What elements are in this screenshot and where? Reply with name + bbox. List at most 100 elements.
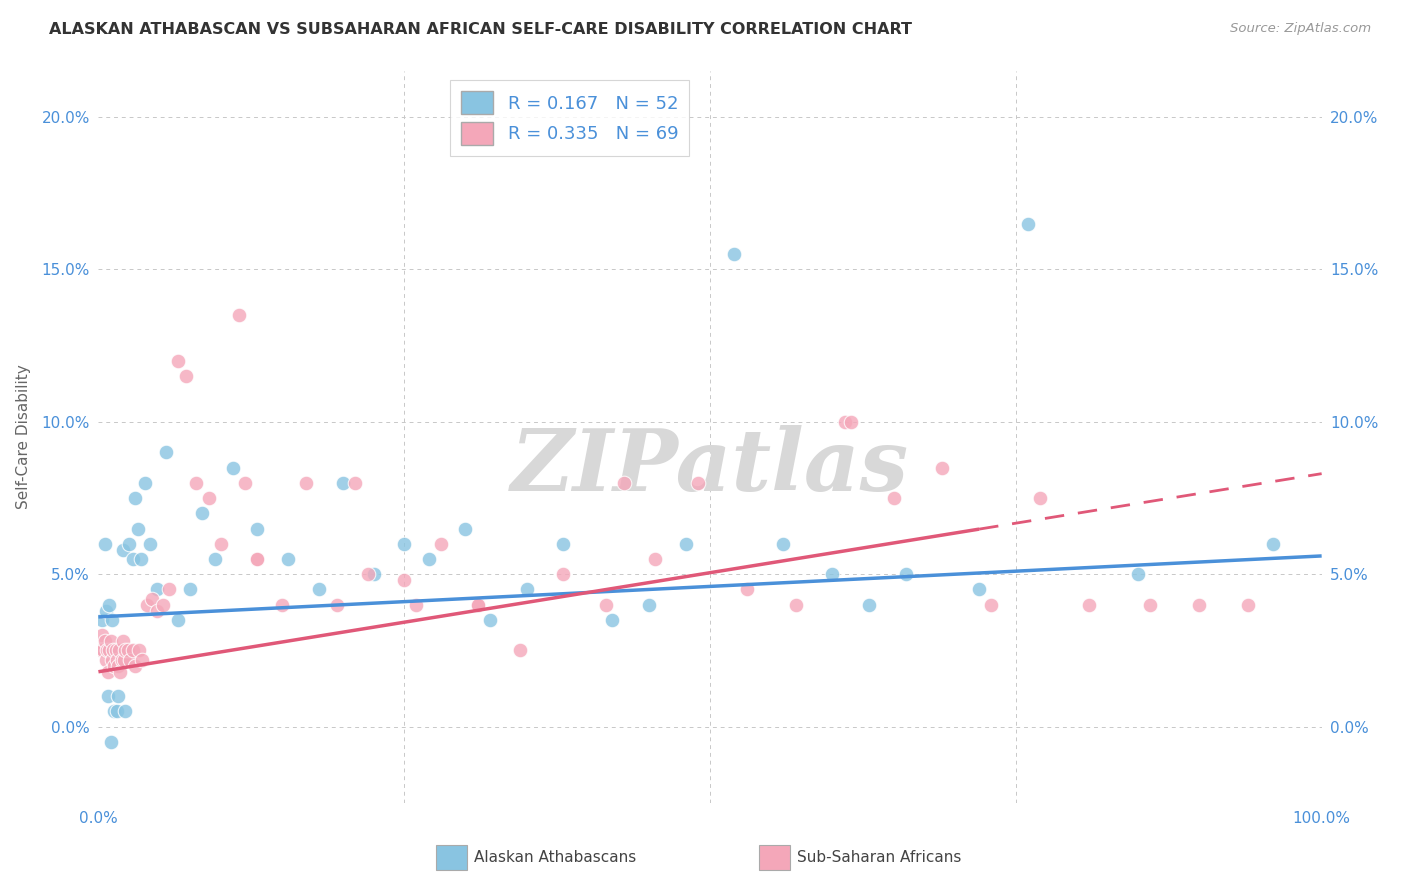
Legend: R = 0.167   N = 52, R = 0.335   N = 69: R = 0.167 N = 52, R = 0.335 N = 69 [450, 80, 689, 156]
Point [101, 643, 124, 657]
Point [509, 643, 531, 657]
Point [454, 521, 477, 535]
Point [246, 521, 269, 535]
Point [553, 537, 575, 551]
Point [1017, 217, 1039, 231]
Point [104, 643, 127, 657]
Point [967, 582, 990, 597]
Point [821, 567, 844, 582]
Point [613, 475, 636, 490]
Point [332, 475, 354, 490]
Point [858, 598, 880, 612]
Point [157, 582, 180, 597]
Point [191, 506, 214, 520]
Point [100, 735, 122, 749]
Point [114, 643, 136, 657]
Point [839, 415, 862, 429]
Point [478, 613, 501, 627]
Point [675, 537, 697, 551]
Point [1078, 598, 1101, 612]
Point [246, 552, 269, 566]
Point [111, 634, 134, 648]
Point [228, 308, 250, 322]
Point [1139, 598, 1161, 612]
Point [392, 537, 416, 551]
Point [146, 604, 169, 618]
Point [155, 445, 177, 459]
Point [107, 658, 129, 673]
Point [97, 665, 120, 679]
Point [772, 537, 794, 551]
Point [167, 613, 190, 627]
Point [644, 552, 666, 566]
Point [98, 643, 121, 657]
Point [186, 475, 208, 490]
Point [129, 552, 152, 566]
Point [108, 643, 131, 657]
Point [405, 598, 427, 612]
Point [128, 643, 150, 657]
Point [418, 552, 440, 566]
Point [101, 613, 124, 627]
Point [1128, 567, 1150, 582]
Point [105, 705, 128, 719]
Point [91, 613, 114, 627]
Point [91, 628, 114, 642]
Point [117, 643, 139, 657]
Point [980, 598, 1002, 612]
Point [1261, 537, 1284, 551]
Point [430, 537, 453, 551]
Point [96, 643, 118, 657]
Point [1029, 491, 1052, 505]
Point [883, 491, 905, 505]
Point [595, 598, 617, 612]
Point [134, 475, 156, 490]
Point [103, 658, 125, 673]
Point [233, 475, 256, 490]
Point [105, 652, 128, 666]
Point [894, 567, 917, 582]
Point [735, 582, 758, 597]
Point [96, 643, 118, 657]
Point [356, 567, 378, 582]
Point [124, 658, 146, 673]
Point [600, 613, 623, 627]
Point [1188, 598, 1211, 612]
Point [110, 665, 132, 679]
Point [179, 582, 201, 597]
Point [270, 598, 294, 612]
Point [222, 460, 245, 475]
Point [112, 652, 135, 666]
Point [146, 582, 169, 597]
Text: Source: ZipAtlas.com: Source: ZipAtlas.com [1230, 22, 1371, 36]
Point [392, 574, 416, 588]
Point [141, 591, 163, 606]
Point [93, 634, 115, 648]
Text: ALASKAN ATHABASCAN VS SUBSAHARAN AFRICAN SELF-CARE DISABILITY CORRELATION CHART: ALASKAN ATHABASCAN VS SUBSAHARAN AFRICAN… [49, 22, 912, 37]
Point [204, 552, 226, 566]
Point [277, 552, 299, 566]
Point [785, 598, 807, 612]
Point [94, 604, 117, 618]
Point [209, 537, 232, 551]
Point [246, 552, 269, 566]
Point [120, 652, 142, 666]
Point [111, 652, 134, 666]
Y-axis label: Self-Care Disability: Self-Care Disability [15, 365, 31, 509]
Point [139, 537, 162, 551]
Point [91, 643, 114, 657]
Point [118, 537, 141, 551]
Text: Sub-Saharan Africans: Sub-Saharan Africans [797, 850, 962, 864]
Point [121, 643, 143, 657]
Point [326, 598, 349, 612]
Point [931, 460, 953, 475]
Point [90, 643, 112, 657]
Point [308, 582, 330, 597]
Point [197, 491, 219, 505]
Point [176, 369, 198, 384]
Point [131, 652, 153, 666]
Point [100, 634, 122, 648]
Point [295, 475, 318, 490]
Point [94, 652, 117, 666]
Point [121, 552, 143, 566]
